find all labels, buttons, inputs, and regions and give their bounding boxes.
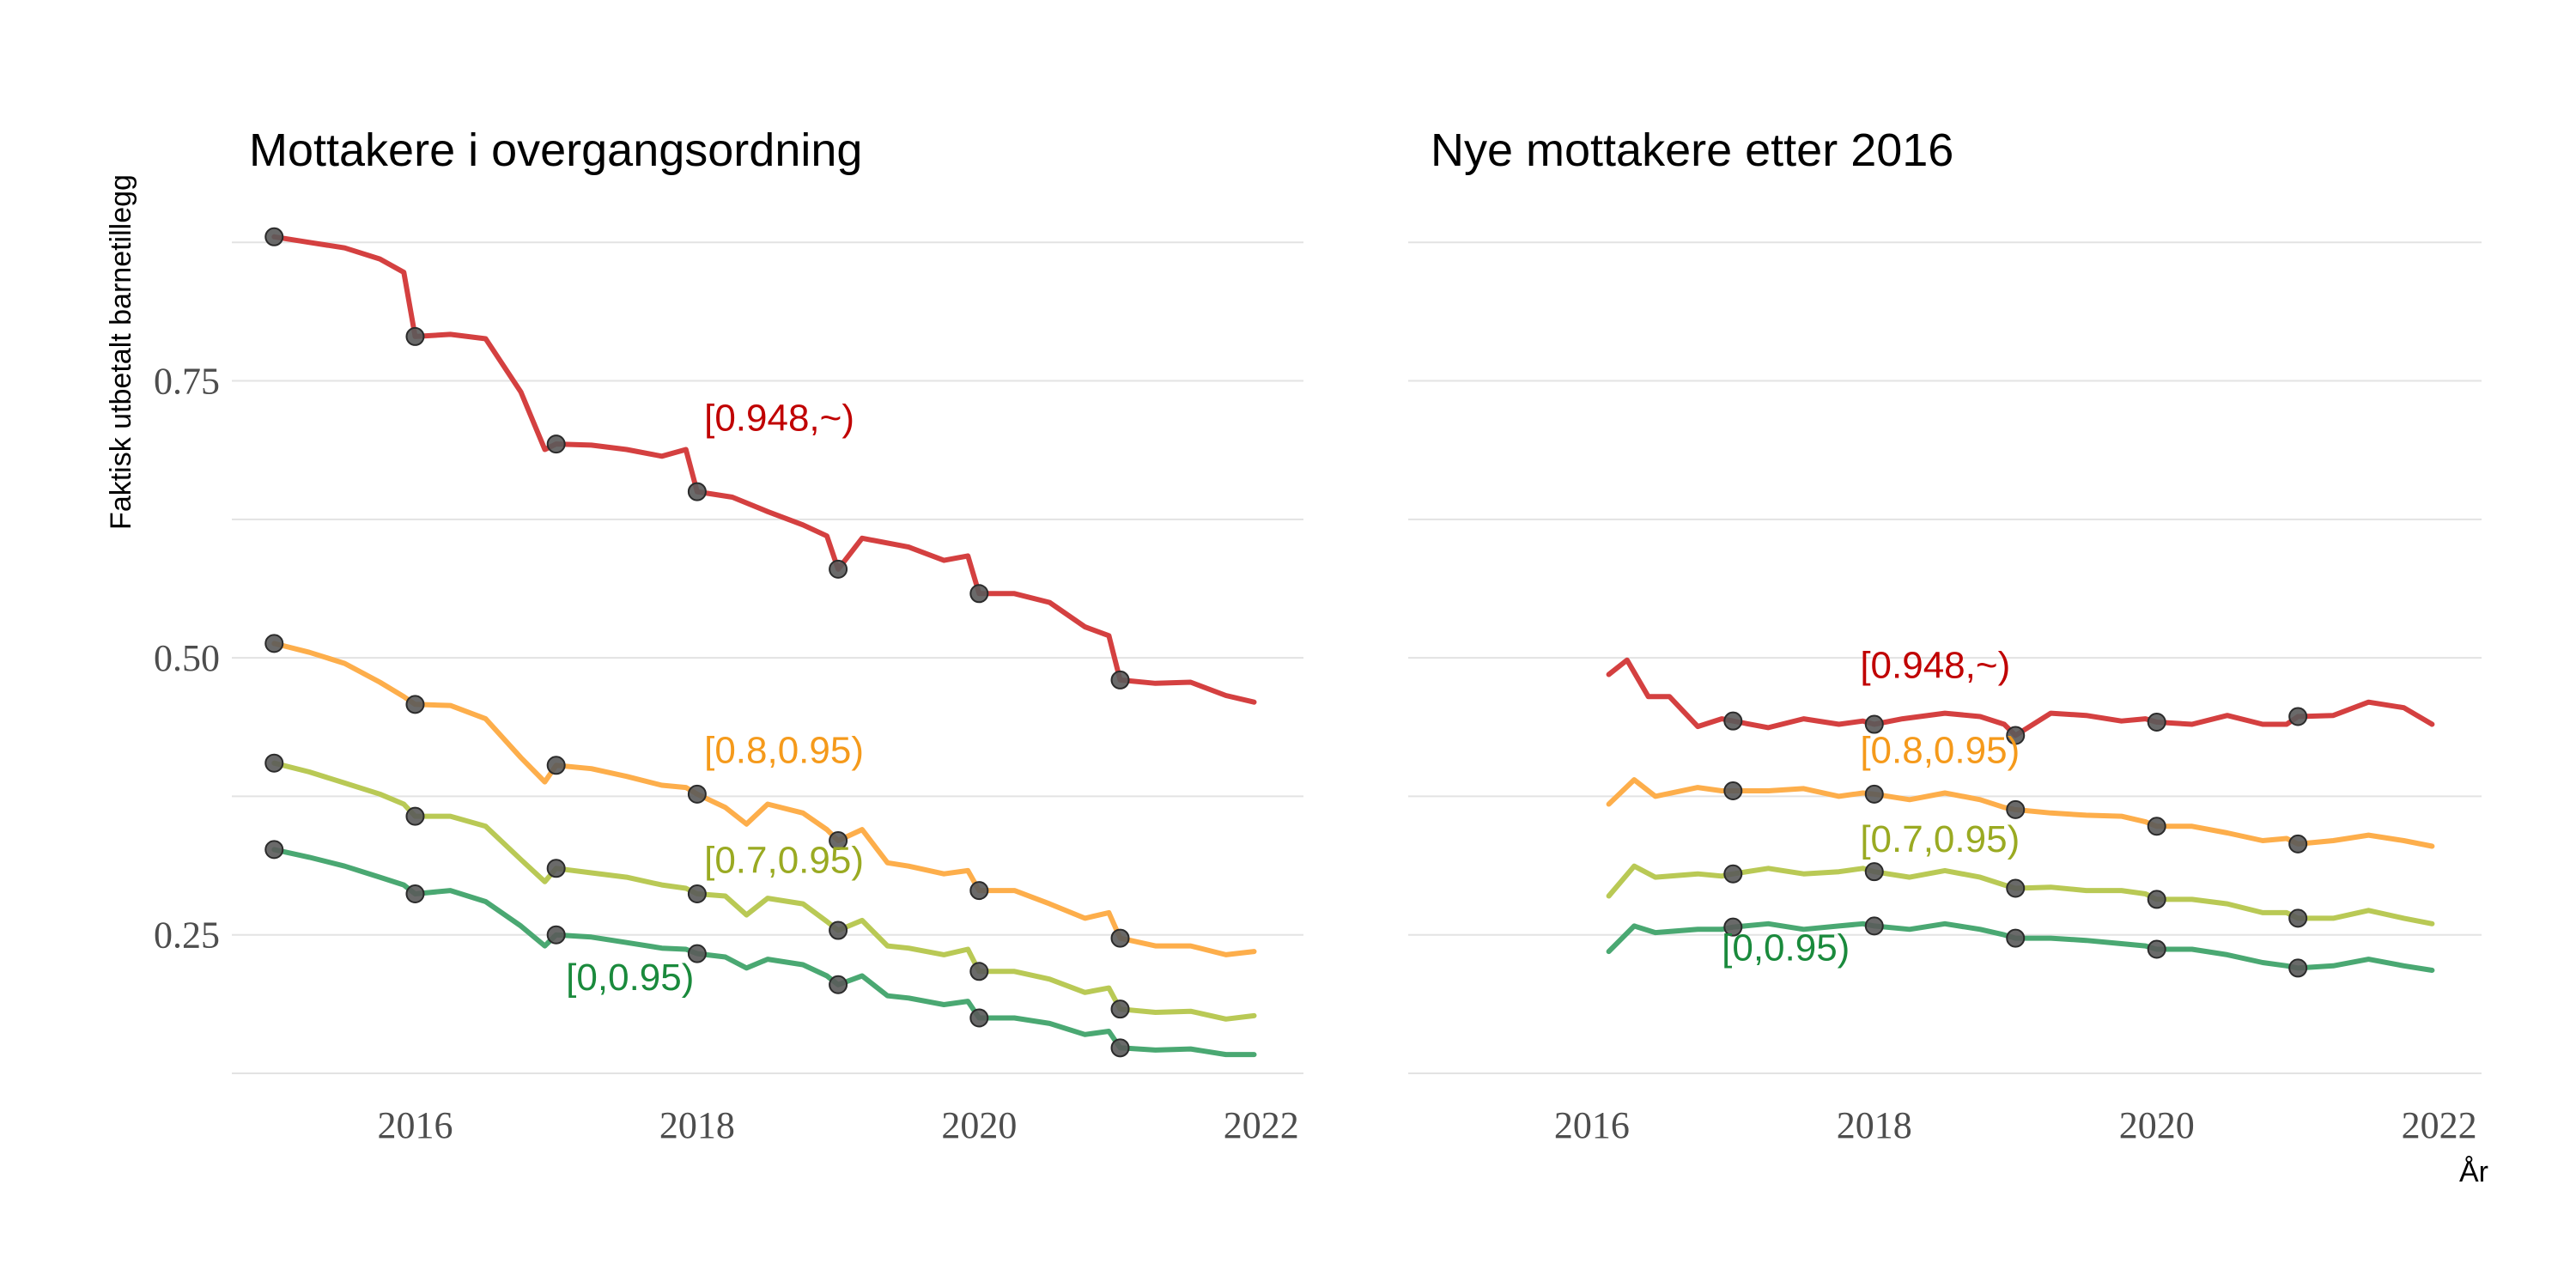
data-point bbox=[969, 881, 989, 901]
series-label: [0.8,0.95) bbox=[1860, 730, 2020, 772]
data-point bbox=[1723, 781, 1743, 800]
series-label: [0.948,~) bbox=[1860, 644, 2010, 686]
data-point bbox=[2006, 878, 2026, 898]
series-label: [0.7,0.95) bbox=[704, 839, 864, 881]
data-point bbox=[1723, 917, 1743, 937]
series-line bbox=[271, 760, 1257, 1022]
x-tick-label: 2022 bbox=[1224, 1104, 1299, 1146]
data-point bbox=[969, 962, 989, 981]
data-point bbox=[405, 326, 425, 346]
data-point bbox=[687, 482, 707, 501]
data-point bbox=[1110, 999, 1130, 1019]
panel-left-y-ticks: 0.25 0.50 0.75 bbox=[154, 361, 220, 957]
series-line bbox=[271, 234, 1257, 705]
y-axis-title: Faktisk utbetalt barnetillegg bbox=[105, 174, 137, 530]
data-point bbox=[2006, 799, 2026, 819]
series-line bbox=[1606, 657, 2435, 738]
data-point bbox=[1110, 928, 1130, 948]
data-point bbox=[264, 753, 284, 773]
data-point bbox=[687, 944, 707, 963]
data-point bbox=[405, 695, 425, 714]
data-point bbox=[687, 884, 707, 903]
series-label: [0.948,~) bbox=[704, 398, 854, 440]
series-label: [0.7,0.95) bbox=[1860, 818, 2020, 860]
series-label: [0.8,0.95) bbox=[704, 730, 864, 772]
data-point bbox=[829, 920, 848, 940]
data-point bbox=[264, 840, 284, 860]
data-point bbox=[1864, 862, 1884, 882]
series-line bbox=[271, 847, 1257, 1058]
x-tick-label: 2022 bbox=[2402, 1104, 2477, 1146]
data-point bbox=[264, 634, 284, 653]
x-axis-title: År bbox=[2459, 1156, 2488, 1188]
y-tick-label: 0.25 bbox=[154, 914, 220, 957]
data-point bbox=[2288, 834, 2308, 854]
panel-right-x-ticks: 2016 2018 2020 2022 bbox=[1554, 1104, 2477, 1146]
data-point bbox=[1864, 784, 1884, 804]
panel-right-grid bbox=[1408, 241, 2482, 1074]
data-point bbox=[1864, 714, 1884, 734]
data-point bbox=[829, 831, 848, 851]
panel-right: Nye mottakere etter 2016 2016 2018 2020 202… bbox=[1408, 125, 2482, 1146]
data-point bbox=[1110, 670, 1130, 690]
data-point bbox=[1723, 711, 1743, 731]
x-tick-label: 2018 bbox=[1837, 1104, 1912, 1146]
data-point bbox=[969, 584, 989, 604]
panel-left-grid bbox=[232, 241, 1303, 1074]
x-tick-label: 2020 bbox=[2119, 1104, 2195, 1146]
panel-left-series: [0.948,~) [0.8,0.95) [0.7,0.95) [0,0.95) bbox=[264, 227, 1257, 1058]
data-point bbox=[1864, 916, 1884, 936]
data-point bbox=[546, 756, 566, 775]
series-label: [0,0.95) bbox=[566, 957, 694, 999]
panel-right-title: Nye mottakere etter 2016 bbox=[1431, 125, 1953, 176]
x-tick-label: 2018 bbox=[659, 1104, 735, 1146]
panel-left-title: Mottakere i overgangsordning bbox=[249, 125, 862, 176]
data-point bbox=[2147, 939, 2166, 959]
data-point bbox=[2006, 928, 2026, 948]
y-tick-label: 0.75 bbox=[154, 361, 220, 403]
data-point bbox=[1110, 1038, 1130, 1058]
panel-left-x-ticks: 2016 2018 2020 2022 bbox=[377, 1104, 1298, 1146]
panel-left: Mottakere i overgangsordning 0.25 0.50 0.7… bbox=[154, 125, 1303, 1146]
data-point bbox=[546, 925, 566, 945]
data-point bbox=[546, 859, 566, 878]
data-point bbox=[2006, 726, 2026, 745]
data-point bbox=[546, 434, 566, 454]
data-point bbox=[687, 784, 707, 804]
data-point bbox=[969, 1008, 989, 1028]
series-label: [0,0.95) bbox=[1722, 927, 1850, 969]
data-point bbox=[405, 884, 425, 903]
data-point bbox=[2147, 817, 2166, 836]
data-point bbox=[2288, 908, 2308, 928]
data-point bbox=[2147, 890, 2166, 909]
data-point bbox=[1723, 864, 1743, 884]
data-point bbox=[2288, 958, 2308, 978]
data-point bbox=[264, 227, 284, 246]
x-tick-label: 2016 bbox=[377, 1104, 453, 1146]
panel-right-series: [0.948,~) [0.8,0.95) [0.7,0.95) [0,0.95) bbox=[1606, 644, 2435, 978]
data-point bbox=[829, 975, 848, 994]
y-tick-label: 0.50 bbox=[154, 637, 220, 679]
x-tick-label: 2016 bbox=[1554, 1104, 1630, 1146]
data-point bbox=[2288, 707, 2308, 726]
data-point bbox=[2147, 712, 2166, 732]
series-line bbox=[271, 641, 1257, 957]
data-point bbox=[829, 559, 848, 579]
x-tick-label: 2020 bbox=[941, 1104, 1017, 1146]
data-point bbox=[405, 806, 425, 826]
